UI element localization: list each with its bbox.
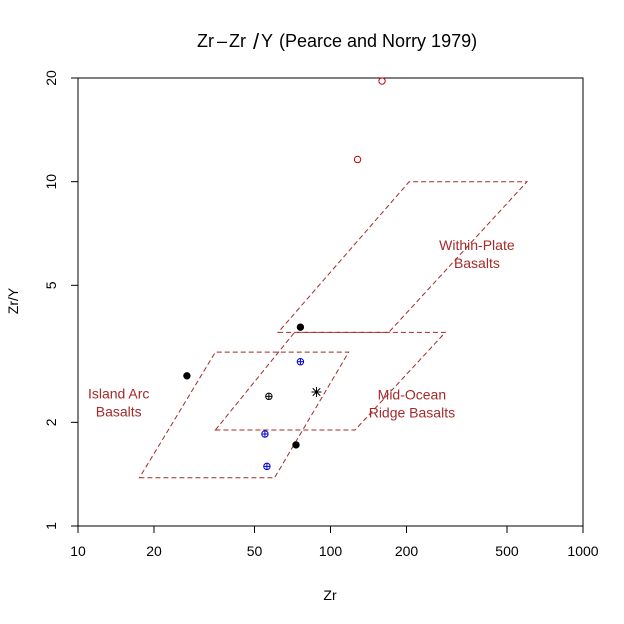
region-label-line: Mid-Ocean xyxy=(378,387,446,403)
x-tick-label: 20 xyxy=(146,543,162,559)
data-point xyxy=(261,430,269,438)
region-label-line: Within-Plate xyxy=(439,237,515,253)
x-tick-label: 10 xyxy=(70,543,86,559)
title-part-y: Y xyxy=(261,31,273,51)
region-label-mid-ocean-ridge: Mid-Ocean Ridge Basalts xyxy=(369,387,455,421)
data-point xyxy=(183,372,191,380)
point-marker xyxy=(378,77,386,85)
y-tick-label: 20 xyxy=(43,70,59,86)
data-point xyxy=(265,392,273,401)
y-axis-label: Zr/Y xyxy=(5,287,21,314)
data-point xyxy=(292,441,300,449)
x-tick-label: 500 xyxy=(495,543,519,559)
x-axis-label: Zr xyxy=(323,587,337,603)
classification-regions xyxy=(138,181,529,479)
data-point xyxy=(378,77,386,85)
x-tick-label: 100 xyxy=(319,543,343,559)
title-part-citation: (Pearce and Norry 1979) xyxy=(279,31,477,51)
data-point xyxy=(311,386,322,397)
data-point xyxy=(353,155,362,164)
point-marker xyxy=(353,155,362,164)
y-tick-label: 2 xyxy=(43,418,59,426)
data-point xyxy=(263,462,271,471)
region-island-arc xyxy=(138,351,350,479)
x-tick-label: 200 xyxy=(395,543,419,559)
y-tick-label: 1 xyxy=(43,522,59,530)
x-tick-label: 1000 xyxy=(567,543,598,559)
plot-frame xyxy=(77,77,584,527)
data-point xyxy=(296,323,305,331)
title-part-zr: Zr xyxy=(197,31,214,51)
region-label-line: Ridge Basalts xyxy=(369,405,455,421)
region-label-line: Basalts xyxy=(96,403,142,419)
region-label-line: Basalts xyxy=(454,255,500,271)
title-part-dash: – xyxy=(217,31,227,51)
y-tick-label: 5 xyxy=(43,281,59,289)
point-marker xyxy=(296,323,305,331)
x-axis: 10 20 50 100 200 500 1000 xyxy=(70,525,599,559)
data-point xyxy=(296,358,305,366)
point-marker xyxy=(292,441,300,449)
title-part-zr2: Zr xyxy=(229,31,246,51)
y-axis: 1 2 5 10 20 xyxy=(43,70,79,530)
title-part-slash: / xyxy=(253,29,260,54)
data-points xyxy=(183,77,386,471)
point-marker xyxy=(183,372,191,380)
region-within-plate xyxy=(277,181,529,333)
point-marker-arm xyxy=(312,387,321,397)
region-label-island-arc: Island Arc Basalts xyxy=(88,385,149,419)
chart-title: Zr – Zr / Y (Pearce and Norry 1979) xyxy=(197,29,477,54)
x-tick-label: 50 xyxy=(247,543,263,559)
region-label-line: Island Arc xyxy=(88,385,149,401)
y-tick-label: 10 xyxy=(43,174,59,190)
region-labels: Island Arc Basalts Mid-Ocean Ridge Basalts W… xyxy=(88,237,515,421)
region-mid-ocean-ridge xyxy=(214,331,447,431)
region-label-within-plate: Within-Plate Basalts xyxy=(439,237,515,271)
